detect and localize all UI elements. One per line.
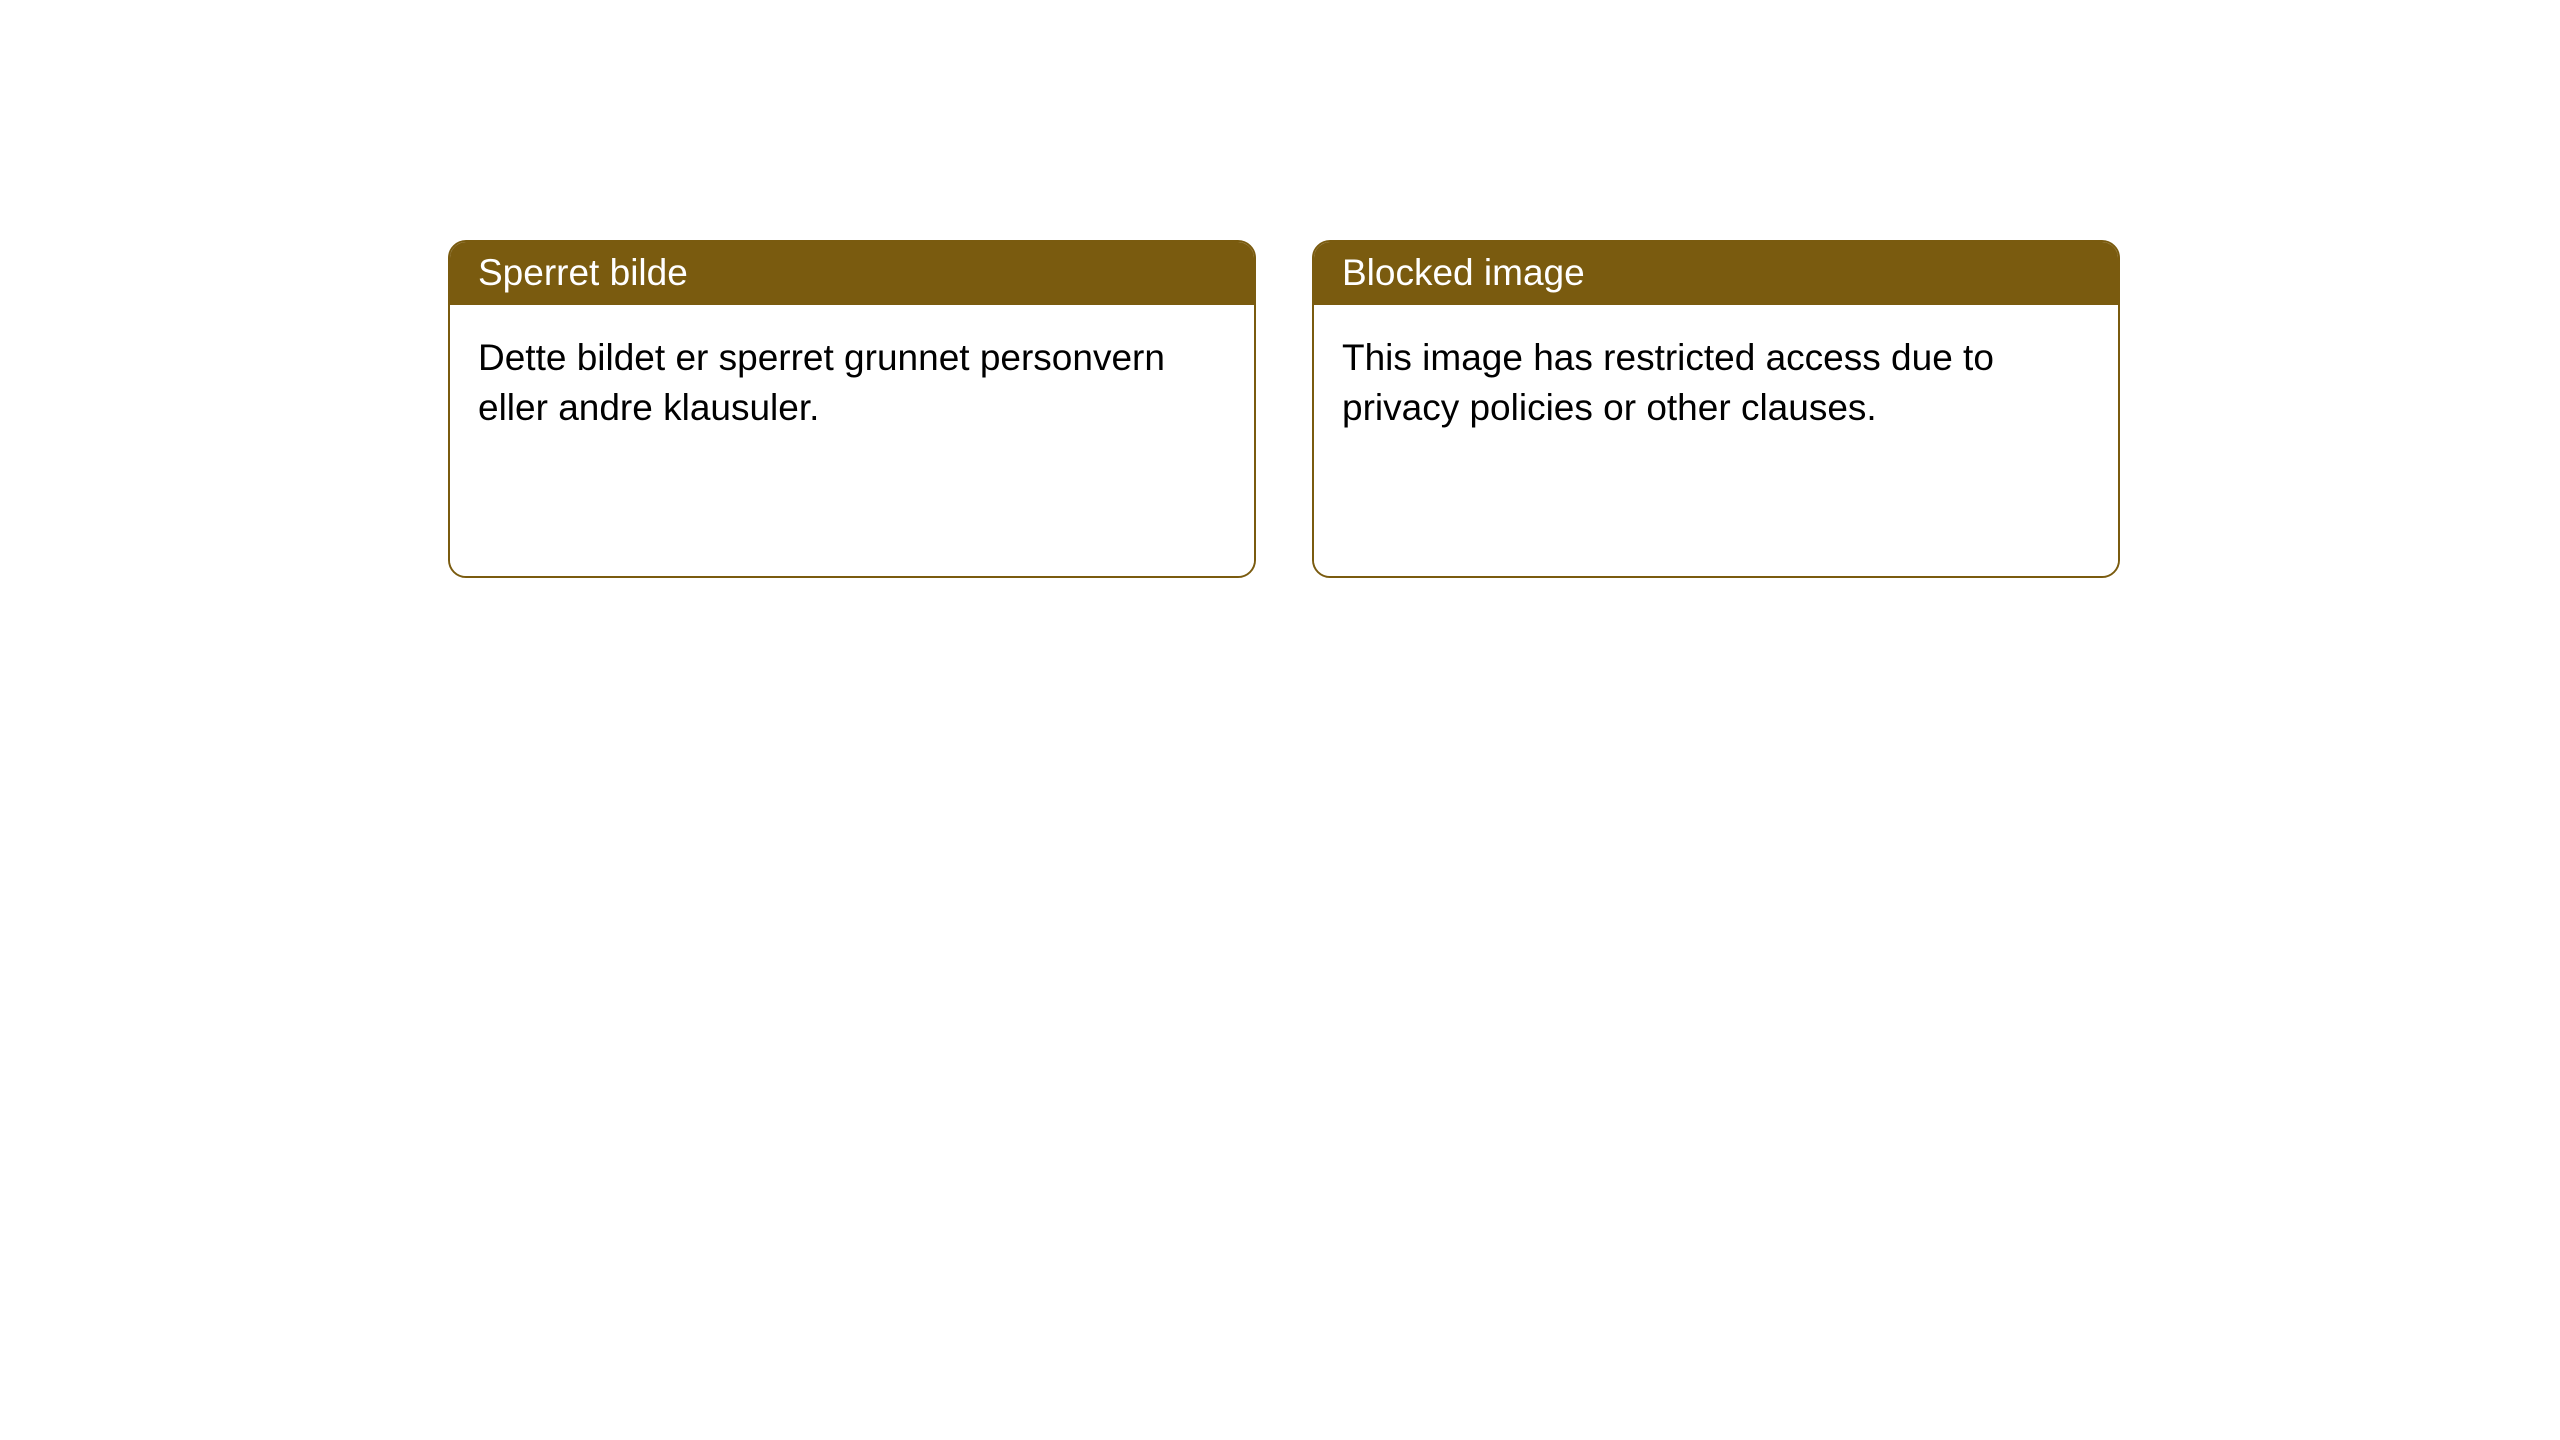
card-message: This image has restricted access due to …	[1342, 337, 1994, 428]
cards-container: Sperret bilde Dette bildet er sperret gr…	[0, 0, 2560, 578]
blocked-image-card-en: Blocked image This image has restricted …	[1312, 240, 2120, 578]
card-body: Dette bildet er sperret grunnet personve…	[450, 305, 1254, 576]
card-body: This image has restricted access due to …	[1314, 305, 2118, 576]
card-message: Dette bildet er sperret grunnet personve…	[478, 337, 1165, 428]
card-header: Sperret bilde	[450, 242, 1254, 305]
blocked-image-card-no: Sperret bilde Dette bildet er sperret gr…	[448, 240, 1256, 578]
card-title: Sperret bilde	[478, 252, 688, 293]
card-header: Blocked image	[1314, 242, 2118, 305]
card-title: Blocked image	[1342, 252, 1585, 293]
